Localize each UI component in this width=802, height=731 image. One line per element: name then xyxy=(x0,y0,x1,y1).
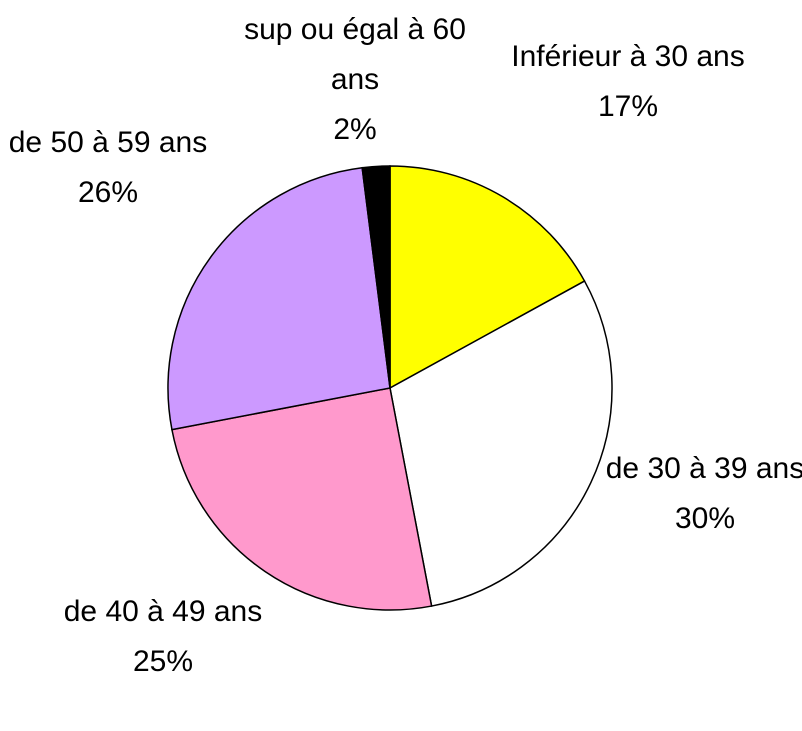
pie-slice xyxy=(361,165,391,389)
value-label: 2% xyxy=(333,113,377,146)
value-label: 17% xyxy=(597,90,659,123)
pie-slice xyxy=(389,165,586,390)
slice-label: Inférieur à 30 ans 17% xyxy=(508,32,748,132)
slice-label: sup ou égal à 60 ans 2% xyxy=(230,5,480,155)
pie-slice xyxy=(171,387,433,611)
value-label: 26% xyxy=(77,176,139,209)
pie-slice xyxy=(389,280,613,607)
slice-label: de 50 à 59 ans 26% xyxy=(0,118,218,218)
category-label: sup ou égal à 60 ans xyxy=(244,13,466,96)
category-label: Inférieur à 30 ans xyxy=(511,40,745,73)
pie-slice xyxy=(167,166,391,431)
slice-label: de 40 à 49 ans 25% xyxy=(53,587,273,687)
value-label: 30% xyxy=(674,502,736,535)
slice-label: de 30 à 39 ans 30% xyxy=(595,444,802,544)
category-label: de 50 à 59 ans xyxy=(8,126,208,159)
category-label: de 30 à 39 ans xyxy=(605,452,802,485)
category-label: de 40 à 49 ans xyxy=(63,595,263,628)
value-label: 25% xyxy=(132,645,194,678)
